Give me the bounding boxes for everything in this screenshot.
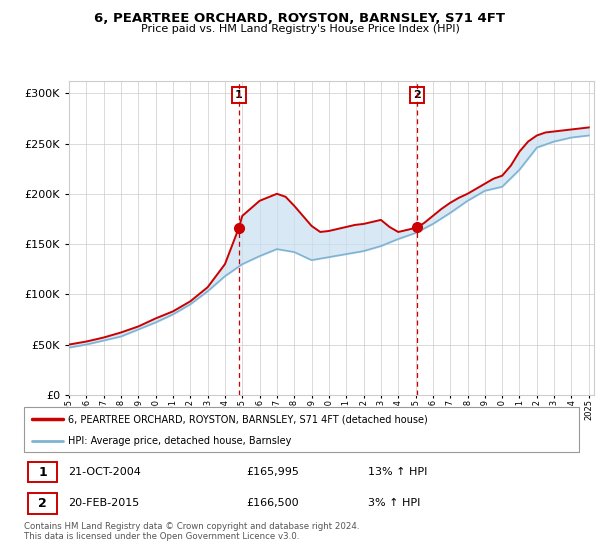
Text: 21-OCT-2004: 21-OCT-2004 bbox=[68, 467, 141, 477]
FancyBboxPatch shape bbox=[24, 407, 579, 452]
Text: 6, PEARTREE ORCHARD, ROYSTON, BARNSLEY, S71 4FT: 6, PEARTREE ORCHARD, ROYSTON, BARNSLEY, … bbox=[95, 12, 505, 25]
Text: 2: 2 bbox=[413, 90, 421, 100]
Text: Price paid vs. HM Land Registry's House Price Index (HPI): Price paid vs. HM Land Registry's House … bbox=[140, 24, 460, 34]
Text: 6, PEARTREE ORCHARD, ROYSTON, BARNSLEY, S71 4FT (detached house): 6, PEARTREE ORCHARD, ROYSTON, BARNSLEY, … bbox=[68, 414, 428, 424]
Text: 3% ↑ HPI: 3% ↑ HPI bbox=[368, 498, 421, 508]
Text: 2: 2 bbox=[38, 497, 47, 510]
Text: 20-FEB-2015: 20-FEB-2015 bbox=[68, 498, 140, 508]
Text: 1: 1 bbox=[235, 90, 242, 100]
FancyBboxPatch shape bbox=[28, 493, 58, 514]
Text: £166,500: £166,500 bbox=[246, 498, 299, 508]
Text: Contains HM Land Registry data © Crown copyright and database right 2024.
This d: Contains HM Land Registry data © Crown c… bbox=[24, 522, 359, 542]
FancyBboxPatch shape bbox=[28, 462, 58, 482]
Text: HPI: Average price, detached house, Barnsley: HPI: Average price, detached house, Barn… bbox=[68, 436, 292, 446]
Text: 1: 1 bbox=[38, 465, 47, 479]
Text: 13% ↑ HPI: 13% ↑ HPI bbox=[368, 467, 427, 477]
Text: £165,995: £165,995 bbox=[246, 467, 299, 477]
